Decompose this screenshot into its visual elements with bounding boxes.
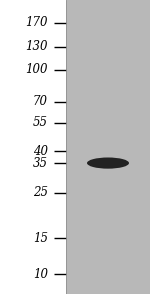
Text: 15: 15 <box>33 232 48 245</box>
Text: 25: 25 <box>33 186 48 199</box>
Text: 100: 100 <box>26 64 48 76</box>
Text: 130: 130 <box>26 40 48 53</box>
Ellipse shape <box>87 158 129 169</box>
Text: 70: 70 <box>33 95 48 108</box>
FancyBboxPatch shape <box>0 0 66 294</box>
Text: 10: 10 <box>33 268 48 281</box>
Text: 35: 35 <box>33 157 48 170</box>
Text: 170: 170 <box>26 16 48 29</box>
FancyBboxPatch shape <box>66 0 150 294</box>
Text: 40: 40 <box>33 145 48 158</box>
Text: 55: 55 <box>33 116 48 129</box>
